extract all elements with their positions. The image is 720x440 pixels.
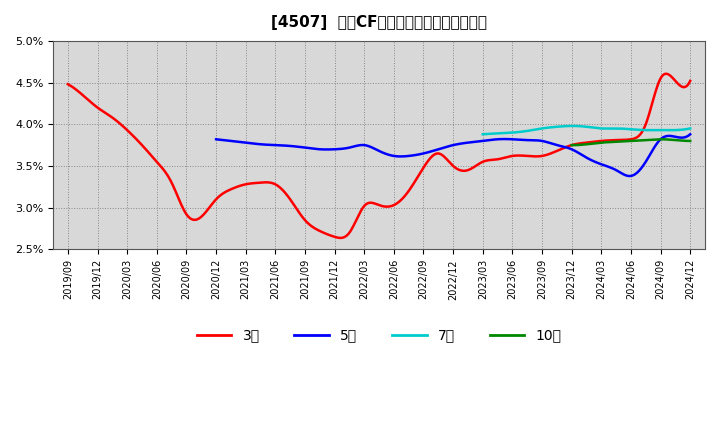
Title: [4507]  営業CFマージンの標準偏差の推移: [4507] 営業CFマージンの標準偏差の推移 (271, 15, 487, 30)
Legend: 3年, 5年, 7年, 10年: 3年, 5年, 7年, 10年 (191, 323, 567, 348)
